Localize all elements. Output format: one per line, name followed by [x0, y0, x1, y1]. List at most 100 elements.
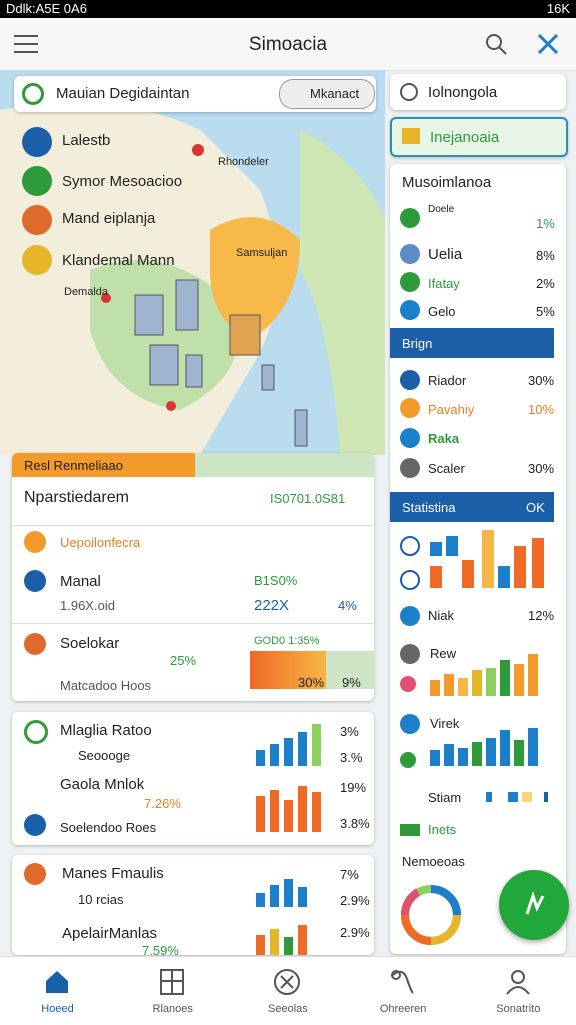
nav-label: Hoeed [41, 1003, 74, 1015]
layer[interactable]: Klandemal Mann [62, 252, 175, 269]
side-panel: Musoimlanoa Doele 1% Uelia 8% Ifatay 2% … [390, 164, 566, 954]
side-item[interactable]: Inejanoaia [390, 117, 568, 157]
row-change: 4% [338, 598, 357, 613]
search-button[interactable]: Mkanact [279, 79, 375, 109]
row-pct: 2% [536, 276, 555, 291]
map-search[interactable]: Mauian Degidaintan Mkanact [14, 76, 376, 112]
heat-block [250, 651, 326, 689]
tool-icon[interactable] [536, 32, 560, 56]
row-pct: 5% [536, 304, 555, 319]
mini-chart [430, 654, 538, 696]
stats-card: Mlaglia Ratoo 3% Seoooge 3.% Gaola Mnlok… [12, 712, 374, 845]
row-icon [400, 676, 416, 692]
row-icon [400, 752, 416, 768]
nav-icon [390, 970, 414, 994]
nav-icon [274, 969, 301, 995]
item-icon [402, 128, 420, 144]
row-icon [400, 398, 420, 418]
layer-icon[interactable] [22, 127, 52, 157]
nav-label: Seeolas [268, 1003, 308, 1015]
nav-label: Sonatrito [496, 1003, 541, 1015]
layer-icon[interactable] [22, 245, 52, 275]
heat-block [326, 651, 374, 689]
status-bar: Ddlk:A5E 0A6 16K [0, 0, 576, 18]
section-title: Musoimlanoa [402, 174, 492, 191]
layer[interactable]: Lalestb [62, 132, 111, 149]
row-name: Mlaglia Ratoo [60, 722, 152, 739]
search-button-label: Mkanact [310, 86, 360, 101]
nav-item[interactable]: Rlanoes [115, 957, 230, 1025]
row-name: Manal [60, 573, 101, 590]
row-icon [400, 536, 420, 556]
row-icon [400, 644, 420, 664]
row-value: B1S0% [254, 573, 298, 588]
mini-chart [430, 530, 544, 588]
layer[interactable]: Mand eiplanja [62, 210, 156, 227]
stats-card: Manes Fmaulis 7% 10 rcias 2.9% ApelairMa… [12, 855, 374, 958]
row-icon [400, 208, 420, 228]
nav-icon [506, 970, 530, 995]
nav-item[interactable]: Seeolas [230, 957, 345, 1025]
menu-icon[interactable] [14, 34, 38, 54]
side-item-text: Iolnongola [428, 84, 498, 101]
row-name: Riador [428, 373, 467, 388]
filter[interactable]: Uepoilonfecra [60, 535, 141, 550]
row-name: Doele [428, 204, 455, 215]
map[interactable] [0, 70, 385, 455]
divider [12, 623, 374, 624]
layer[interactable]: Symor Mesoacioo [62, 173, 183, 190]
mini-chart [256, 879, 307, 955]
row-name: Ifatay [428, 276, 460, 291]
nav-label: Ohreeren [379, 1003, 427, 1015]
results-card: Resl Renmeliaao Nparstiedarem IS0701.0S8… [12, 453, 374, 701]
footer-label: Nemoeoas [402, 854, 465, 869]
nav-item[interactable]: Ohreeren [346, 957, 461, 1025]
fab[interactable] [499, 870, 569, 940]
section-bar[interactable]: Statistina OK [390, 492, 554, 522]
row-icon [400, 570, 420, 590]
row-pct: 12% [528, 608, 555, 623]
row-icon [400, 428, 420, 448]
layer-icon[interactable] [22, 205, 52, 235]
section-bar-text: Brign [402, 336, 433, 351]
section-bar[interactable]: Brign [390, 328, 554, 358]
row-name: Rew [430, 646, 457, 661]
row-name: Virek [430, 716, 460, 731]
divider [12, 525, 374, 526]
layer-icon[interactable] [22, 166, 52, 196]
row-value: GOD0 1:35% [254, 635, 320, 647]
results-code: IS0701.0S81 [270, 491, 346, 506]
row-icon [400, 824, 420, 836]
row-pct: 3.% [340, 750, 363, 765]
row-pct: 10% [528, 402, 555, 417]
row-value2: 30% [298, 675, 325, 690]
map-label: Samsuljan [236, 247, 288, 259]
map-label: Demalda [64, 286, 109, 298]
search-icon[interactable] [484, 32, 508, 56]
row-name: Seoooge [78, 748, 131, 763]
app-bar: Simoacia [0, 18, 576, 71]
row-change: 9% [342, 675, 361, 690]
filter-icon [24, 531, 46, 553]
row-icon [400, 272, 420, 292]
row-name: Stiam [428, 790, 462, 805]
row-name: Raka [428, 431, 460, 446]
nav-item[interactable]: Hoeed [0, 957, 115, 1025]
row-name: Inets [428, 822, 457, 837]
row-pct: 7% [340, 867, 359, 882]
row-rating: 25% [170, 653, 197, 668]
nav-item[interactable]: Sonatrito [461, 957, 576, 1025]
row-icon [400, 244, 420, 264]
row-icon [400, 458, 420, 478]
mini-chart [256, 724, 321, 832]
row-sub: Matcadoo Hoos [60, 678, 152, 693]
map-label: Rhondeler [218, 156, 269, 168]
row-icon [400, 370, 420, 390]
row-pct: 3.8% [340, 816, 370, 831]
row-name: Gelo [428, 304, 456, 319]
side-item[interactable]: Iolnongola [390, 74, 566, 110]
row-rating: 7.26% [144, 796, 181, 811]
results-header: Resl Renmeliaao [12, 453, 195, 477]
row-name: ApelairManlas [62, 925, 158, 942]
